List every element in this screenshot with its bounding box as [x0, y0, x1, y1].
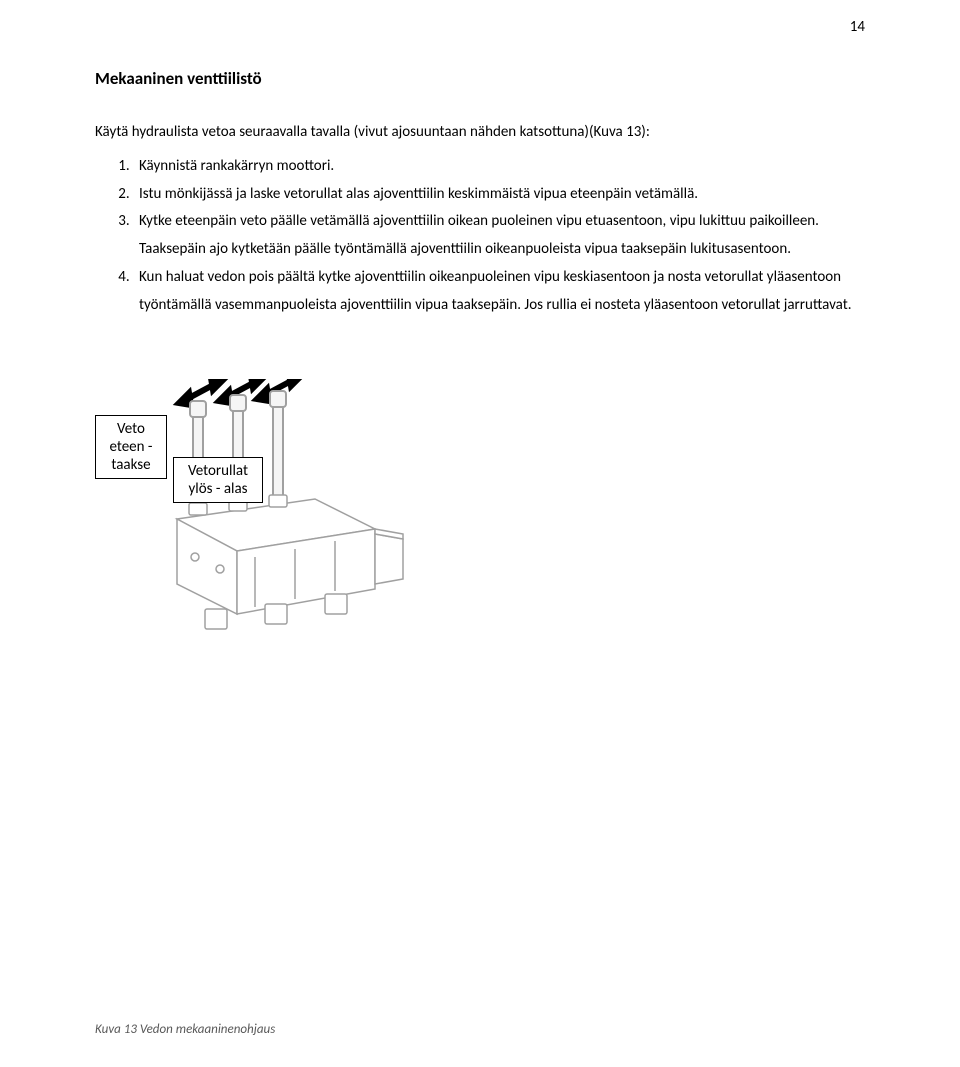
- figure-label-rollers: Vetorullat ylös - alas: [173, 457, 263, 503]
- ordered-steps: Käynnistä rankakärryn moottori. Istu mön…: [95, 153, 865, 320]
- label-text: Veto: [117, 420, 145, 438]
- label-text: Vetorullat: [188, 462, 248, 480]
- label-text: taakse: [111, 456, 150, 474]
- step-item: Kytke eteenpäin veto päälle vetämällä aj…: [133, 208, 865, 264]
- figure-area: Veto eteen - taakse Vetorullat ylös - al…: [95, 379, 455, 649]
- label-text: eteen -: [109, 438, 152, 456]
- section-heading: Mekaaninen venttiilistö: [95, 68, 865, 89]
- step-item: Käynnistä rankakärryn moottori.: [133, 153, 865, 181]
- figure-caption: Kuva 13 Vedon mekaaninenohjaus: [95, 1022, 275, 1037]
- document-page: 14 Mekaaninen venttiilistö Käytä hydraul…: [0, 0, 960, 679]
- figure-label-drive: Veto eteen - taakse: [95, 415, 167, 479]
- valve-diagram: [165, 379, 425, 649]
- page-number: 14: [850, 18, 865, 36]
- step-item: Kun haluat vedon pois päältä kytke ajove…: [133, 264, 865, 320]
- label-text: ylös - alas: [188, 480, 247, 498]
- step-item: Istu mönkijässä ja laske vetorullat alas…: [133, 181, 865, 209]
- intro-paragraph: Käytä hydraulista vetoa seuraavalla tava…: [95, 119, 865, 147]
